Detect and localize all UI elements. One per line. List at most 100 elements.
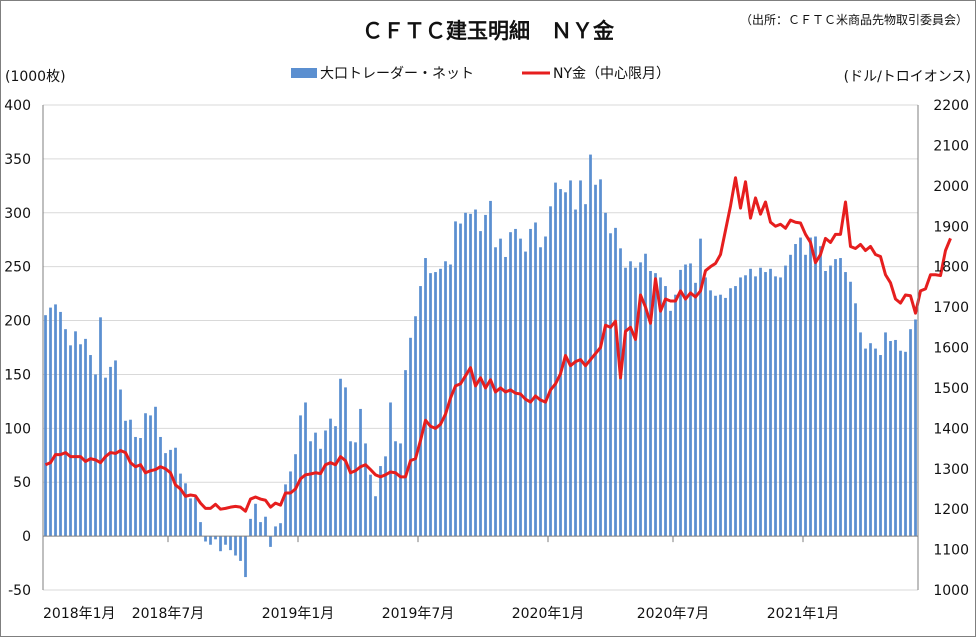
right-tick-label: 2100 xyxy=(933,138,969,154)
bar xyxy=(164,453,167,537)
bar xyxy=(804,254,807,537)
bar xyxy=(884,332,887,537)
bar xyxy=(274,526,277,537)
bar xyxy=(309,441,312,537)
bar xyxy=(769,268,772,537)
bar xyxy=(819,246,822,537)
bar xyxy=(679,269,682,537)
bar xyxy=(379,466,382,537)
bar xyxy=(434,272,437,537)
x-axis-labels: 2018年1月 2018年7月 2019年1月 2019年7月 2020年1月 2020年… xyxy=(43,606,839,622)
bar xyxy=(224,536,227,545)
bar xyxy=(244,536,247,578)
right-tick-label: 2000 xyxy=(933,179,969,195)
bar xyxy=(194,497,197,537)
bar xyxy=(814,236,817,537)
bar xyxy=(129,419,132,537)
bar xyxy=(654,273,657,537)
bar xyxy=(674,294,677,537)
left-axis-unit: (1000枚) xyxy=(5,69,66,85)
bar xyxy=(864,348,867,537)
bar xyxy=(514,228,517,537)
bar xyxy=(414,316,417,537)
bar xyxy=(779,277,782,537)
right-tick-label: 2200 xyxy=(933,98,969,114)
bar xyxy=(824,270,827,537)
bar xyxy=(409,337,412,537)
bar xyxy=(144,413,147,537)
left-tick-label: 100 xyxy=(4,421,31,437)
bar xyxy=(299,415,302,537)
bar xyxy=(254,503,257,537)
bar xyxy=(169,449,172,537)
chart-source: （出所：ＣＦＴＣ米商品先物取引委員会） xyxy=(740,12,968,27)
bar xyxy=(879,355,882,537)
bar xyxy=(184,483,187,537)
bar xyxy=(524,251,527,537)
x-tick-label: 2019年1月 xyxy=(262,606,335,622)
bar xyxy=(74,331,77,537)
bar xyxy=(634,267,637,537)
right-tick-label: 1300 xyxy=(933,462,969,478)
bar xyxy=(739,277,742,537)
bar xyxy=(179,473,182,537)
bar xyxy=(454,221,457,537)
bar xyxy=(629,261,632,537)
bar xyxy=(394,441,397,537)
left-tick-label: 150 xyxy=(4,367,31,383)
chart-title: ＣＦＴＣ建玉明細 ＮＹ金 xyxy=(362,19,615,43)
bar xyxy=(304,402,307,537)
bar xyxy=(684,264,687,537)
bar xyxy=(79,344,82,537)
bar xyxy=(874,348,877,537)
bar xyxy=(374,496,377,537)
bar xyxy=(64,329,67,537)
x-tick-label: 2020年7月 xyxy=(637,606,710,622)
bar xyxy=(574,209,577,537)
x-tick-label: 2021年1月 xyxy=(767,606,840,622)
bar xyxy=(359,408,362,537)
left-axis-labels: -50 0 50 100 150 200 250 300 350 400 xyxy=(4,98,31,599)
bar xyxy=(269,536,272,547)
left-tick-label: 400 xyxy=(4,98,31,114)
bar xyxy=(509,232,512,537)
bar xyxy=(599,179,602,537)
x-tick-label: 2019年7月 xyxy=(382,606,455,622)
bar xyxy=(719,294,722,537)
bar xyxy=(889,341,892,537)
bar xyxy=(609,233,612,537)
bar xyxy=(264,516,267,537)
bar xyxy=(444,261,447,537)
bar xyxy=(569,180,572,537)
bar xyxy=(479,231,482,537)
bar xyxy=(559,189,562,537)
bar xyxy=(724,297,727,537)
left-tick-label: 50 xyxy=(13,475,31,491)
bar xyxy=(709,290,712,537)
bar xyxy=(259,522,262,537)
legend: 大口トレーダー・ネット NY金（中心限月） xyxy=(291,66,670,82)
bar xyxy=(699,238,702,537)
bar xyxy=(489,200,492,537)
bar xyxy=(604,212,607,537)
left-tick-label: 250 xyxy=(4,260,31,276)
bar xyxy=(644,253,647,537)
bar xyxy=(199,522,202,537)
left-tick-label: 200 xyxy=(4,314,31,330)
bar xyxy=(54,304,57,537)
bar xyxy=(439,268,442,537)
bar xyxy=(809,237,812,537)
bar xyxy=(834,259,837,537)
bar xyxy=(119,389,122,537)
bar xyxy=(839,258,842,537)
bar xyxy=(249,518,252,537)
bar xyxy=(324,430,327,537)
bar xyxy=(159,436,162,537)
bar xyxy=(529,228,532,537)
bar xyxy=(799,237,802,537)
bar xyxy=(279,523,282,537)
bar xyxy=(294,454,297,537)
bar xyxy=(124,420,127,537)
